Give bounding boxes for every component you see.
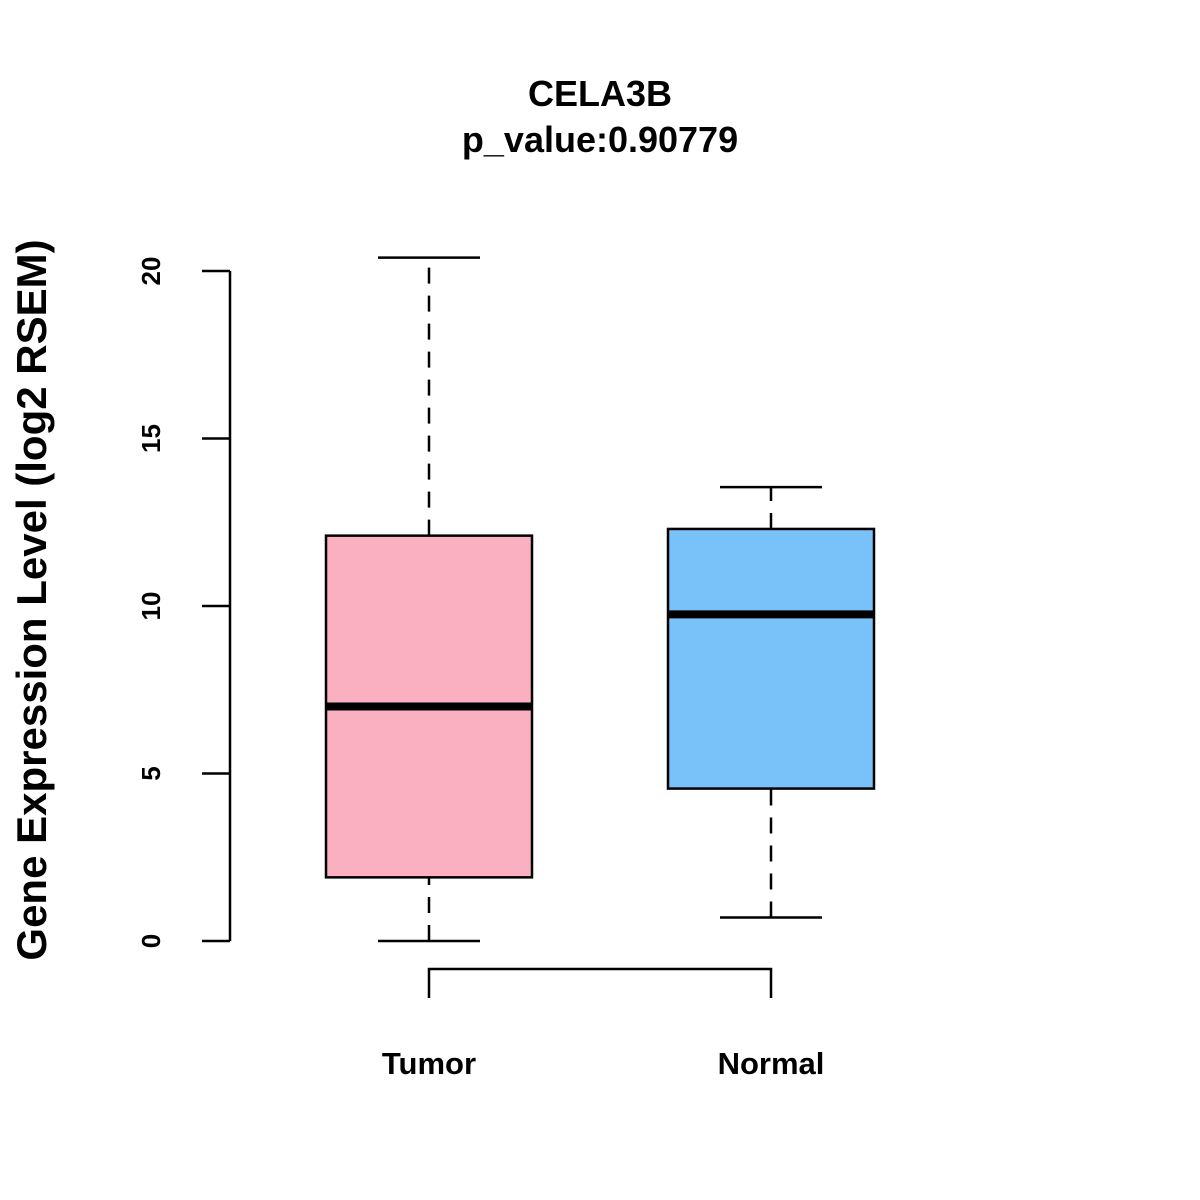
comparison-bracket <box>427 967 773 998</box>
y-tick-label: 5 <box>136 766 166 780</box>
x-category-labels: Tumor Normal <box>382 1046 824 1081</box>
y-axis: 0 5 10 15 20 <box>136 257 232 948</box>
y-axis-label: Gene Expression Level (log2 RSEM) <box>8 239 55 960</box>
bracket-line <box>427 967 773 998</box>
x-category-label-normal: Normal <box>718 1046 825 1081</box>
y-tick-label: 20 <box>136 257 166 286</box>
chart-subtitle: p_value:0.90779 <box>462 119 738 160</box>
box-normal <box>666 485 876 919</box>
y-tick-label: 0 <box>136 934 166 948</box>
box-tumor <box>324 256 534 943</box>
y-tick-label: 15 <box>136 424 166 453</box>
x-category-label-tumor: Tumor <box>382 1046 476 1081</box>
boxes-group <box>324 256 876 943</box>
chart-title: CELA3B <box>528 73 672 114</box>
y-tick-label: 10 <box>136 592 166 621</box>
box-iqr <box>666 527 876 790</box>
